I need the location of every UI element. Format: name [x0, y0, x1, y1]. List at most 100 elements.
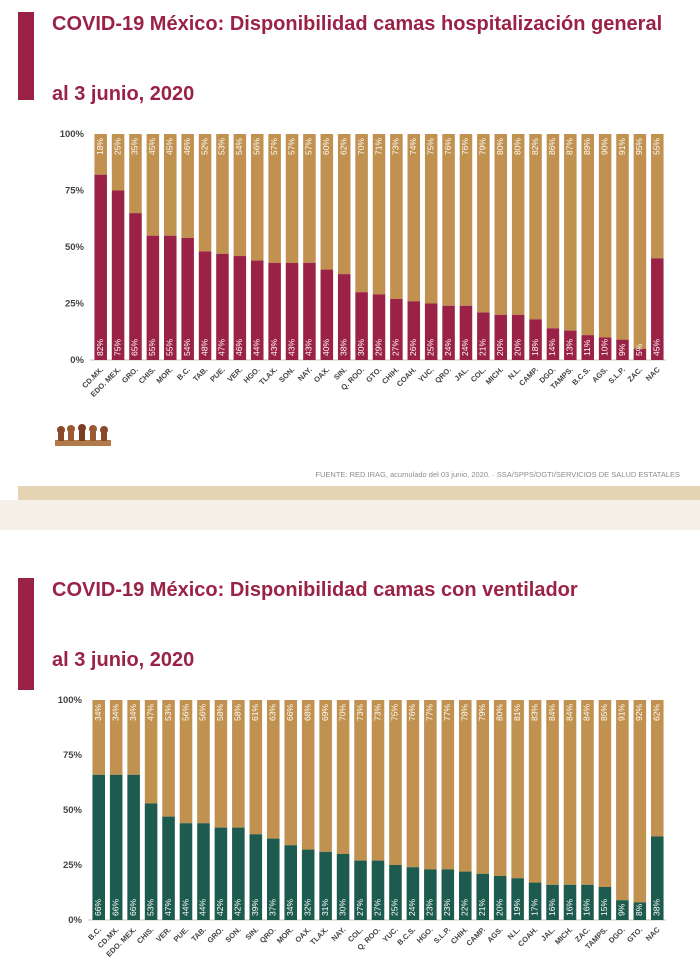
y-tick-label: 100%	[58, 695, 83, 706]
bar-available	[198, 134, 212, 252]
x-tick-label: TAB.	[190, 925, 208, 943]
bar-occupied	[197, 823, 210, 920]
bar-occupied	[581, 335, 594, 360]
bar-label-occupied: 31%	[320, 899, 330, 916]
x-tick-label: PUE.	[208, 365, 227, 384]
bar-occupied	[563, 884, 577, 920]
bar-label-occupied: 30%	[337, 899, 347, 916]
chart-subtitle: al 3 junio, 2020	[52, 83, 195, 105]
bar-occupied	[616, 900, 629, 920]
bar-label-available: 87%	[565, 138, 575, 155]
bar-label-available: 57%	[304, 138, 314, 155]
x-tick-label: YUC.	[417, 365, 436, 384]
x-tick-label: SON.	[223, 925, 242, 944]
bar-label-occupied: 9%	[617, 343, 627, 356]
bar-available	[111, 134, 125, 191]
bar-label-available: 78%	[460, 704, 470, 721]
bar-label-available: 62%	[338, 138, 348, 155]
bar-label-occupied: 25%	[390, 899, 400, 916]
bar-label-occupied: 38%	[338, 339, 348, 356]
bar-occupied	[320, 269, 334, 360]
bar-available	[598, 134, 612, 338]
bar-label-occupied: 39%	[250, 899, 260, 916]
x-tick-label: CHIS.	[135, 925, 156, 946]
bar-label-occupied: 44%	[198, 899, 208, 916]
bar-occupied	[319, 851, 332, 920]
bar-label-occupied: 15%	[599, 899, 609, 916]
bar-label-available: 47%	[145, 704, 155, 721]
bar-available	[651, 134, 664, 259]
bar-occupied	[477, 312, 490, 360]
bar-available	[337, 134, 351, 275]
bar-available	[511, 700, 524, 879]
bar-available	[476, 700, 490, 874]
bar-occupied	[266, 838, 280, 920]
bar-label-occupied: 24%	[460, 339, 470, 356]
bar-available	[284, 700, 298, 846]
bar-label-occupied: 29%	[373, 339, 383, 356]
bar-label-available: 35%	[130, 138, 140, 155]
bar-available	[162, 700, 175, 817]
bar-occupied	[459, 305, 473, 360]
bar-label-available: 25%	[112, 138, 122, 155]
bar-occupied	[529, 319, 542, 360]
bar-available	[301, 700, 315, 850]
bar-available	[598, 700, 612, 887]
bar-label-occupied: 75%	[112, 339, 122, 356]
bar-label-occupied: 44%	[251, 339, 261, 356]
bar-occupied	[390, 298, 403, 360]
bar-label-available: 57%	[269, 138, 279, 155]
bar-available	[390, 134, 403, 299]
bar-occupied	[371, 860, 385, 920]
bar-available	[266, 700, 280, 839]
bar-occupied	[442, 305, 455, 360]
y-tick-label: 25%	[63, 860, 83, 871]
bar-label-available: 95%	[634, 138, 644, 155]
bar-available	[371, 700, 385, 861]
bar-label-occupied: 27%	[355, 899, 365, 916]
bar-occupied	[146, 235, 160, 360]
bar-occupied	[354, 860, 367, 920]
y-tick-label: 75%	[65, 186, 85, 197]
bar-occupied	[216, 253, 229, 360]
bar-occupied	[198, 251, 212, 360]
x-tick-label: ZAC.	[626, 365, 645, 384]
bar-occupied	[528, 882, 542, 920]
bar-available	[616, 700, 629, 901]
bar-occupied	[129, 213, 142, 360]
x-tick-label: GTO.	[625, 925, 644, 944]
y-tick-label: 50%	[65, 242, 85, 253]
bar-label-occupied: 32%	[302, 899, 312, 916]
bar-label-occupied: 26%	[408, 339, 418, 356]
bar-label-available: 84%	[564, 704, 574, 721]
y-tick-label: 75%	[63, 750, 83, 761]
bar-available	[563, 700, 577, 885]
bar-label-occupied: 27%	[372, 899, 382, 916]
bar-available	[546, 700, 559, 885]
x-tick-label: VER.	[226, 365, 245, 384]
x-tick-label: AGS.	[590, 365, 609, 384]
footer-strip	[18, 486, 700, 500]
x-tick-label: TLAX.	[308, 925, 330, 947]
bar-label-occupied: 5%	[634, 343, 644, 356]
ventilator-panel: COVID-19 México: Disponibilidad camas co…	[0, 530, 700, 972]
x-tick-label: NAC	[644, 925, 662, 943]
bar-label-occupied: 43%	[286, 339, 296, 356]
bar-available	[319, 700, 332, 852]
bar-label-available: 34%	[93, 704, 103, 721]
bar-occupied	[336, 854, 350, 920]
bar-occupied	[564, 330, 577, 360]
bar-occupied	[92, 774, 106, 920]
bar-label-occupied: 14%	[547, 339, 557, 356]
bar-label-available: 68%	[302, 704, 312, 721]
bar-available	[129, 134, 142, 214]
source-note: FUENTE: RED IRAG, acumulado del 03 junio…	[315, 470, 680, 479]
bar-occupied	[598, 887, 612, 920]
bar-label-available: 91%	[617, 138, 627, 155]
bar-label-occupied: 9%	[617, 903, 627, 916]
x-tick-label: B.C.S.	[395, 925, 417, 947]
bar-available	[336, 700, 350, 854]
y-tick-label: 100%	[60, 129, 85, 140]
bar-label-available: 34%	[110, 704, 120, 721]
bar-available	[249, 700, 263, 835]
